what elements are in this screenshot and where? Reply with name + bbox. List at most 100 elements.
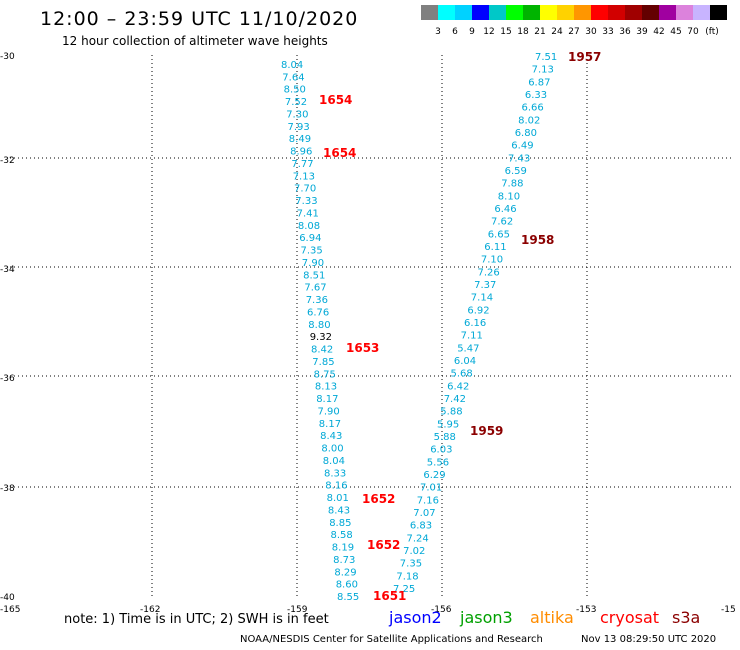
wave-height-value: 7.24: [407, 533, 429, 544]
scale-swatch: [676, 5, 693, 20]
wave-height-value: 7.33: [295, 196, 317, 207]
scale-label: 18: [517, 27, 529, 37]
pass-time-label: 1654: [323, 146, 356, 160]
axis-ticks: -165 -162 -159 -156 -153 -15 -30 -32 -34 -36 -38 -4…: [0, 52, 736, 615]
scale-swatch: [574, 5, 591, 20]
wave-height-value: 7.42: [444, 394, 466, 405]
y-tick-label: -38: [0, 484, 15, 494]
wave-height-value: 7.77: [291, 159, 313, 170]
wave-height-value: 6.46: [494, 204, 516, 215]
page-subtitle: 12 hour collection of altimeter wave hei…: [62, 34, 328, 48]
wave-height-value: 7.30: [286, 110, 308, 121]
wave-height-value: 8.80: [308, 320, 330, 331]
wave-height-value: 5.47: [457, 343, 479, 354]
scale-swatch: [540, 5, 557, 20]
scale-swatch: [523, 5, 540, 20]
scale-label: 24: [551, 27, 563, 37]
scale-label: 33: [602, 27, 614, 37]
wave-height-value: 7.51: [535, 52, 557, 63]
wave-height-value: 5.56: [427, 457, 449, 468]
wave-height-value: 7.62: [491, 217, 513, 228]
wave-height-value: 7.18: [396, 571, 418, 582]
wave-height-value: 6.03: [430, 445, 452, 456]
wave-height-value: 7.36: [306, 295, 328, 306]
scale-swatch: [455, 5, 472, 20]
scale-swatch: [710, 5, 727, 20]
wave-height-value: 8.50: [284, 85, 306, 96]
wave-height-value: 6.65: [488, 229, 510, 240]
wave-height-value: 7.25: [393, 584, 415, 595]
x-tick-label: -162: [140, 605, 160, 615]
wave-height-value: 8.16: [325, 481, 347, 492]
wave-height-value: 7.85: [312, 357, 334, 368]
wave-height-value: 8.49: [289, 134, 311, 145]
grid-lines: [10, 55, 732, 598]
wave-height-value: 7.70: [294, 184, 316, 195]
pass-time-label: 1959: [470, 424, 503, 438]
wave-height-value: 7.90: [318, 406, 340, 417]
legend-item-s3a: s3a: [672, 608, 701, 627]
wave-height-value: 7.43: [508, 153, 530, 164]
wave-height-value: 5.68: [451, 369, 473, 380]
x-tick-label: -153: [576, 605, 596, 615]
wave-height-value: 6.42: [447, 381, 469, 392]
scale-swatch: [693, 5, 710, 20]
wave-height-value: 5.95: [437, 419, 459, 430]
wave-height-value: 8.96: [290, 147, 312, 158]
wave-height-value: 7.88: [501, 179, 523, 190]
wave-height-value: 7.64: [282, 72, 304, 83]
wave-height-value: 8.17: [316, 394, 338, 405]
scale-label: 36: [619, 27, 631, 37]
wave-height-value: 7.10: [481, 255, 503, 266]
pass-time-label: 1651: [373, 589, 406, 603]
wave-height-value: 8.19: [332, 543, 354, 554]
wave-height-value: 7.67: [304, 283, 326, 294]
scale-label: 21: [534, 27, 546, 37]
wave-height-value: 6.76: [307, 307, 329, 318]
wave-height-value: 8.85: [329, 518, 351, 529]
wave-height-value: 8.60: [336, 580, 358, 591]
wave-height-value: 8.73: [333, 555, 355, 566]
x-tick-label: -15: [721, 605, 736, 615]
wave-height-value: 6.87: [528, 77, 550, 88]
wave-height-value: 6.49: [511, 141, 533, 152]
credit-line: NOAA/NESDIS Center for Satellite Applica…: [240, 634, 716, 645]
wave-height-value: 8.51: [303, 270, 325, 281]
y-tick-label: -32: [0, 156, 15, 166]
wave-height-value: 8.43: [328, 505, 350, 516]
wave-height-value: 7.90: [302, 258, 324, 269]
wave-height-value: 6.33: [525, 90, 547, 101]
wave-height-value: 7.37: [474, 280, 496, 291]
legend-item-altika: altika: [530, 608, 574, 627]
pass-time-label: 1652: [367, 538, 400, 552]
footnote: note: 1) Time is in UTC; 2) SWH is in fe…: [64, 612, 329, 627]
pass-time-label: 1654: [319, 93, 352, 107]
wave-height-value: 8.01: [327, 493, 349, 504]
scale-label: 42: [653, 27, 665, 37]
right-track: 7.51 7.136.87 6.33 6.668.02 6.80 6.497.43 6.59…: [393, 52, 557, 595]
wave-height-value: 7.35: [301, 246, 323, 257]
scale-swatch: [642, 5, 659, 20]
wave-height-value: 9.32: [310, 332, 332, 343]
scale-swatch: [608, 5, 625, 20]
credit-text: NOAA/NESDIS Center for Satellite Applica…: [240, 634, 543, 645]
wave-height-value: 8.04: [323, 456, 345, 467]
wave-height-value: 6.04: [454, 356, 476, 367]
pass-time-label: 1958: [521, 233, 554, 247]
scale-swatch: [438, 5, 455, 20]
x-tick-label: -159: [287, 605, 308, 615]
scale-label: 6: [452, 27, 458, 37]
y-tick-label: -30: [0, 52, 15, 62]
wave-height-value: 7.26: [478, 267, 500, 278]
page-title: 12:00 – 23:59 UTC 11/10/2020: [40, 8, 359, 30]
wave-height-value: 8.55: [337, 592, 359, 603]
scale-swatch: [557, 5, 574, 20]
wave-height-value: 7.02: [403, 546, 425, 557]
wave-height-value: 7.01: [420, 483, 442, 494]
wave-height-value: 8.42: [311, 345, 333, 356]
scale-swatch: [659, 5, 676, 20]
wave-height-value: 7.93: [288, 122, 310, 133]
wave-height-value: 6.59: [505, 166, 527, 177]
scale-label: 15: [500, 27, 512, 37]
wave-height-value: 8.33: [324, 468, 346, 479]
